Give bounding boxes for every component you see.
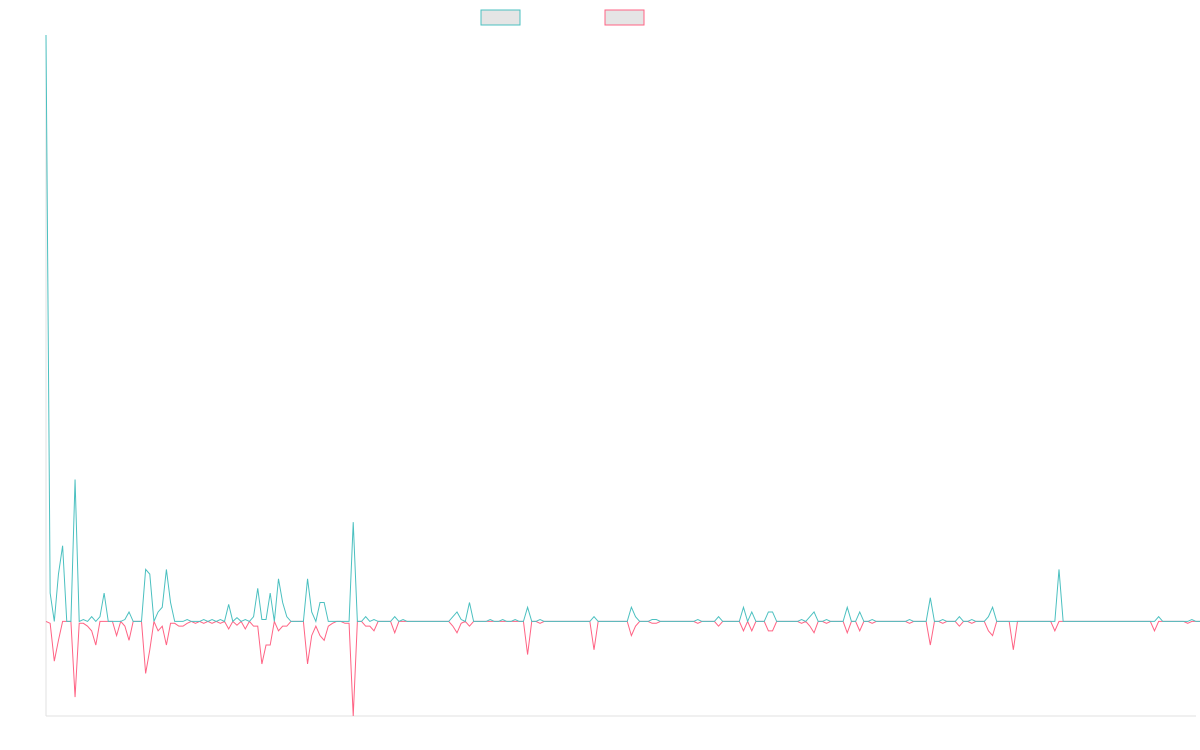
- series-a-line: [45, 34, 1200, 624]
- axes: [45, 35, 1196, 717]
- legend: [480, 9, 645, 26]
- legend-swatch-series-a[interactable]: [480, 9, 521, 26]
- series-b-line: [45, 619, 1200, 717]
- legend-swatch-series-b[interactable]: [604, 9, 645, 26]
- series-layer: [45, 34, 1200, 717]
